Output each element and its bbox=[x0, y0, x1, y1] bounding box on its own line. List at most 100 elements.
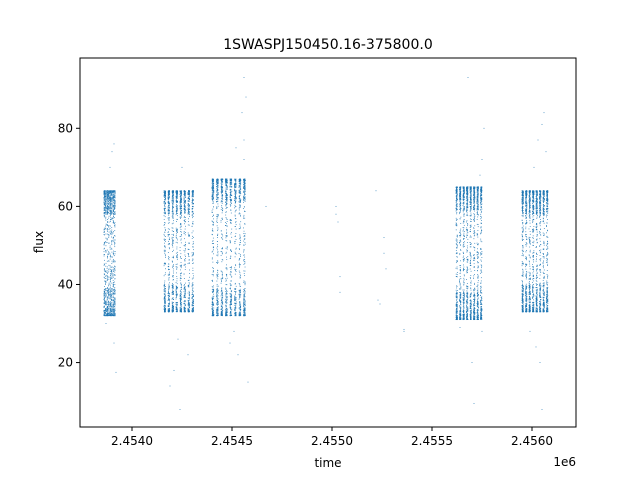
data-point bbox=[111, 314, 113, 315]
data-point bbox=[167, 194, 169, 196]
data-point bbox=[238, 183, 240, 185]
data-point bbox=[211, 210, 213, 212]
data-point bbox=[188, 290, 190, 292]
data-point bbox=[211, 309, 213, 311]
data-point bbox=[172, 217, 173, 219]
data-point bbox=[221, 295, 223, 297]
data-point bbox=[108, 243, 110, 244]
data-point bbox=[113, 271, 114, 272]
data-point bbox=[114, 199, 116, 201]
data-point bbox=[244, 314, 246, 316]
data-point bbox=[114, 190, 116, 192]
data-point bbox=[168, 217, 170, 219]
data-point bbox=[191, 278, 193, 280]
data-point bbox=[112, 261, 114, 263]
data-point bbox=[108, 215, 110, 217]
data-point bbox=[234, 185, 235, 187]
data-point bbox=[113, 216, 114, 218]
data-point bbox=[184, 297, 186, 298]
data-point bbox=[175, 294, 177, 295]
data-point bbox=[231, 300, 232, 302]
data-point bbox=[175, 210, 177, 212]
data-point bbox=[105, 194, 107, 196]
data-point bbox=[187, 304, 189, 306]
data-point bbox=[109, 265, 111, 267]
data-point bbox=[216, 187, 218, 188]
data-point bbox=[105, 208, 107, 210]
data-point bbox=[105, 302, 107, 303]
data-point bbox=[192, 282, 194, 284]
data-point bbox=[114, 212, 116, 213]
data-point bbox=[225, 180, 227, 181]
data-point bbox=[234, 179, 236, 181]
data-point bbox=[180, 193, 182, 195]
data-point bbox=[109, 203, 111, 205]
data-point bbox=[107, 230, 108, 232]
data-point bbox=[180, 210, 182, 212]
data-point bbox=[168, 265, 170, 267]
data-point bbox=[105, 223, 107, 225]
data-point bbox=[188, 285, 190, 287]
data-point bbox=[108, 234, 109, 236]
data-point bbox=[109, 291, 111, 293]
data-point bbox=[244, 191, 246, 192]
data-point bbox=[229, 185, 231, 187]
data-point bbox=[107, 203, 108, 204]
data-point bbox=[105, 200, 106, 202]
data-point bbox=[216, 194, 218, 196]
data-point bbox=[183, 190, 185, 192]
data-point bbox=[212, 179, 214, 180]
data-point bbox=[216, 296, 218, 298]
data-point bbox=[217, 273, 219, 275]
data-point bbox=[103, 195, 105, 197]
data-point bbox=[114, 202, 116, 204]
data-point bbox=[165, 213, 166, 214]
data-point bbox=[230, 233, 232, 235]
data-point bbox=[192, 196, 194, 197]
data-point bbox=[165, 250, 166, 252]
data-point bbox=[243, 251, 244, 253]
data-point bbox=[108, 291, 110, 293]
data-point bbox=[230, 304, 232, 305]
data-point bbox=[111, 308, 113, 310]
data-point bbox=[103, 276, 105, 278]
data-point bbox=[176, 308, 178, 310]
data-point bbox=[111, 314, 113, 316]
data-point bbox=[226, 188, 228, 190]
data-point bbox=[217, 203, 219, 205]
data-point bbox=[229, 295, 231, 297]
data-point bbox=[179, 249, 181, 251]
data-point bbox=[244, 186, 245, 188]
data-point bbox=[184, 206, 186, 208]
data-point bbox=[235, 248, 237, 250]
data-point bbox=[103, 251, 105, 253]
data-point bbox=[230, 280, 232, 282]
data-point bbox=[169, 190, 170, 192]
data-point bbox=[191, 198, 193, 200]
data-point bbox=[226, 197, 227, 199]
data-point bbox=[176, 305, 178, 306]
data-point bbox=[221, 289, 223, 291]
data-point bbox=[234, 180, 236, 182]
data-point bbox=[243, 297, 245, 299]
data-point bbox=[109, 295, 111, 297]
data-point bbox=[164, 222, 165, 223]
data-point bbox=[114, 201, 116, 203]
data-point bbox=[179, 298, 181, 299]
data-point bbox=[235, 191, 237, 193]
data-point bbox=[244, 181, 246, 183]
data-point bbox=[111, 303, 113, 305]
data-point bbox=[114, 235, 115, 236]
data-point bbox=[188, 206, 190, 208]
data-point bbox=[114, 253, 116, 255]
data-point bbox=[114, 310, 115, 312]
data-point bbox=[212, 224, 214, 226]
data-point bbox=[239, 305, 241, 307]
data-point bbox=[217, 179, 219, 180]
data-point bbox=[172, 204, 174, 206]
data-point bbox=[180, 199, 181, 201]
data-point bbox=[222, 314, 223, 316]
data-point bbox=[110, 201, 111, 202]
data-point bbox=[164, 288, 165, 290]
data-point bbox=[180, 277, 182, 279]
